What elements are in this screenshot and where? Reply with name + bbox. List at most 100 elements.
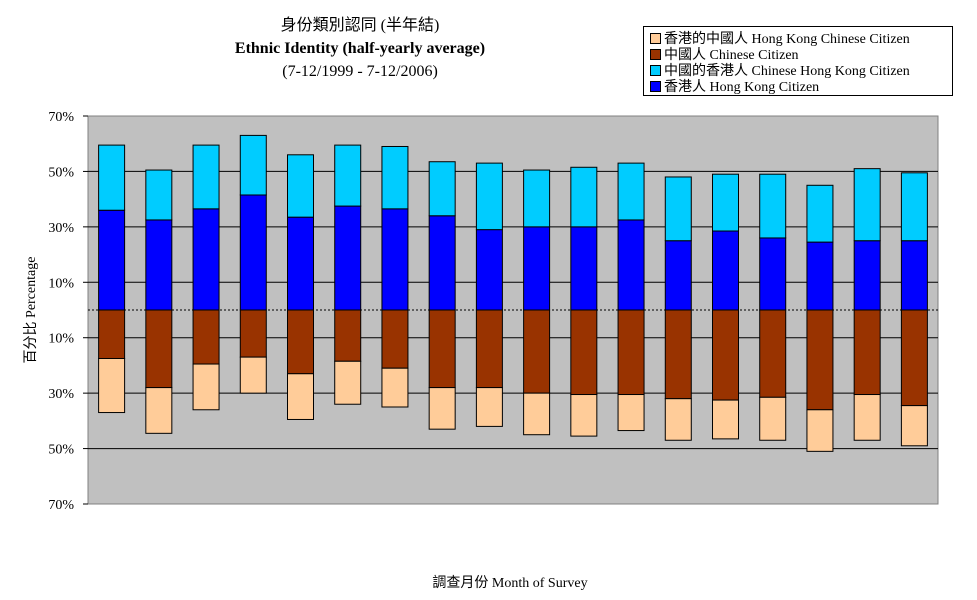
- bar-chinese-citizen: [381, 309, 409, 369]
- bar-hong-kong-chinese-citizen: [712, 399, 739, 440]
- bar-chinese-hong-kong-citizen: [570, 166, 598, 228]
- bar-chinese-hong-kong-citizen: [287, 154, 314, 218]
- legend-item: 中國人 Chinese Citizen: [650, 46, 952, 63]
- bar-hong-kong-citizen: [428, 215, 456, 311]
- bar-hong-kong-citizen: [853, 240, 881, 311]
- bar-hong-kong-chinese-citizen: [98, 358, 126, 414]
- bar-chinese-citizen: [712, 309, 739, 401]
- bar-hong-kong-chinese-citizen: [900, 405, 928, 447]
- gridlines: [88, 170, 938, 450]
- bar-hong-kong-citizen: [475, 229, 503, 311]
- legend-item: 香港人 Hong Kong Citizen: [650, 78, 952, 95]
- y-tick-label: 70%: [48, 110, 74, 125]
- bar-hong-kong-citizen: [617, 219, 645, 311]
- y-tick-label: 10%: [48, 276, 74, 291]
- y-tick-label: 70%: [48, 498, 74, 513]
- bar-hong-kong-chinese-citizen: [145, 387, 173, 434]
- bar-chinese-citizen: [98, 309, 126, 359]
- chart-period: (7-12/1999 - 7-12/2006): [282, 63, 438, 80]
- bar-hong-kong-chinese-citizen: [806, 409, 834, 452]
- y-tick-label: 50%: [48, 165, 74, 180]
- bar-chinese-hong-kong-citizen: [145, 169, 173, 221]
- bar-chinese-citizen: [759, 309, 787, 398]
- bar-chinese-citizen: [428, 309, 456, 389]
- bar-chinese-hong-kong-citizen: [239, 134, 267, 196]
- legend-label: 香港的中國人 Hong Kong Chinese Citizen: [664, 32, 910, 47]
- bar-hong-kong-chinese-citizen: [570, 394, 598, 437]
- bar-chinese-citizen: [239, 309, 267, 358]
- bar-chinese-citizen: [664, 309, 692, 400]
- bar-chinese-hong-kong-citizen: [712, 173, 739, 232]
- bar-chinese-hong-kong-citizen: [759, 173, 787, 239]
- legend: 香港的中國人 Hong Kong Chinese Citizen 中國人 Chin…: [643, 26, 953, 96]
- bar-chinese-hong-kong-citizen: [381, 145, 409, 210]
- bar-chinese-hong-kong-citizen: [98, 144, 126, 211]
- bar-hong-kong-citizen: [712, 230, 739, 311]
- bar-chinese-citizen: [570, 309, 598, 396]
- legend-label: 中國人 Chinese Citizen: [664, 48, 799, 63]
- bar-hong-kong-chinese-citizen: [287, 373, 314, 420]
- chart-title: 身份類別認同 (半年結): [280, 17, 440, 34]
- bar-hong-kong-citizen: [145, 219, 173, 311]
- bar-chinese-hong-kong-citizen: [523, 169, 551, 228]
- bar-chinese-hong-kong-citizen: [617, 162, 645, 221]
- bar-chinese-citizen: [900, 309, 928, 407]
- bar-hong-kong-chinese-citizen: [617, 394, 645, 432]
- bar-hong-kong-chinese-citizen: [664, 398, 692, 441]
- bars: [98, 134, 928, 452]
- bar-chinese-hong-kong-citizen: [428, 161, 456, 217]
- chart-title-block: 身份類別認同 (半年結) Ethnic Identity (half-yearl…: [160, 14, 560, 83]
- x-axis-label: 調查月份 Month of Survey: [432, 576, 588, 591]
- legend-swatch: [650, 80, 661, 92]
- bar-hong-kong-citizen: [664, 240, 692, 311]
- bar-chinese-hong-kong-citizen: [664, 176, 692, 242]
- bar-hong-kong-chinese-citizen: [759, 396, 787, 441]
- y-tick-label: 50%: [48, 443, 74, 458]
- bar-hong-kong-citizen: [900, 240, 928, 311]
- bar-chinese-citizen: [523, 309, 551, 394]
- bar-chinese-citizen: [192, 309, 220, 365]
- legend-swatch: [650, 32, 661, 44]
- bar-chinese-citizen: [145, 309, 173, 389]
- bar-hong-kong-citizen: [98, 209, 126, 311]
- bar-chinese-hong-kong-citizen: [806, 184, 834, 243]
- legend-item: 香港的中國人 Hong Kong Chinese Citizen: [650, 30, 952, 47]
- bar-hong-kong-citizen: [381, 208, 409, 311]
- bar-chinese-citizen: [853, 309, 881, 396]
- y-tick-labels: 70% 50% 30% 10% 10% 30% 50% 70%: [48, 110, 88, 513]
- bar-chinese-hong-kong-citizen: [475, 162, 503, 231]
- legend-swatch: [650, 48, 661, 60]
- bar-chinese-citizen: [287, 309, 314, 375]
- bar-hong-kong-chinese-citizen: [853, 394, 881, 441]
- bar-chinese-hong-kong-citizen: [192, 144, 220, 210]
- bar-hong-kong-citizen: [287, 216, 314, 311]
- bar-hong-kong-citizen: [523, 226, 551, 311]
- bar-hong-kong-chinese-citizen: [428, 387, 456, 430]
- chart-subtitle: Ethnic Identity (half-yearly average): [234, 40, 486, 57]
- bar-hong-kong-citizen: [570, 226, 598, 311]
- bar-hong-kong-chinese-citizen: [523, 392, 551, 436]
- bar-hong-kong-chinese-citizen: [192, 363, 220, 411]
- bar-chinese-hong-kong-citizen: [900, 172, 928, 242]
- legend-label: 香港人 Hong Kong Citizen: [664, 80, 820, 95]
- bar-chinese-citizen: [806, 309, 834, 411]
- bar-chinese-citizen: [475, 309, 503, 389]
- bar-hong-kong-chinese-citizen: [239, 356, 267, 394]
- legend-label: 中國的香港人 Chinese Hong Kong Citizen: [664, 64, 910, 79]
- y-tick-label: 30%: [48, 387, 74, 402]
- bar-hong-kong-chinese-citizen: [475, 387, 503, 427]
- bar-hong-kong-citizen: [759, 237, 787, 311]
- bar-chinese-hong-kong-citizen: [853, 168, 881, 242]
- bar-hong-kong-citizen: [192, 208, 220, 311]
- bar-chinese-hong-kong-citizen: [334, 144, 362, 207]
- y-tick-label: 10%: [48, 332, 74, 347]
- bar-hong-kong-citizen: [806, 241, 834, 311]
- y-axis-label: 百分比 Percentage: [24, 256, 39, 364]
- legend-item: 中國的香港人 Chinese Hong Kong Citizen: [650, 62, 952, 79]
- bar-hong-kong-chinese-citizen: [381, 367, 409, 408]
- y-tick-label: 30%: [48, 221, 74, 236]
- bar-chinese-citizen: [334, 309, 362, 362]
- legend-swatch: [650, 64, 661, 76]
- bar-hong-kong-citizen: [334, 205, 362, 311]
